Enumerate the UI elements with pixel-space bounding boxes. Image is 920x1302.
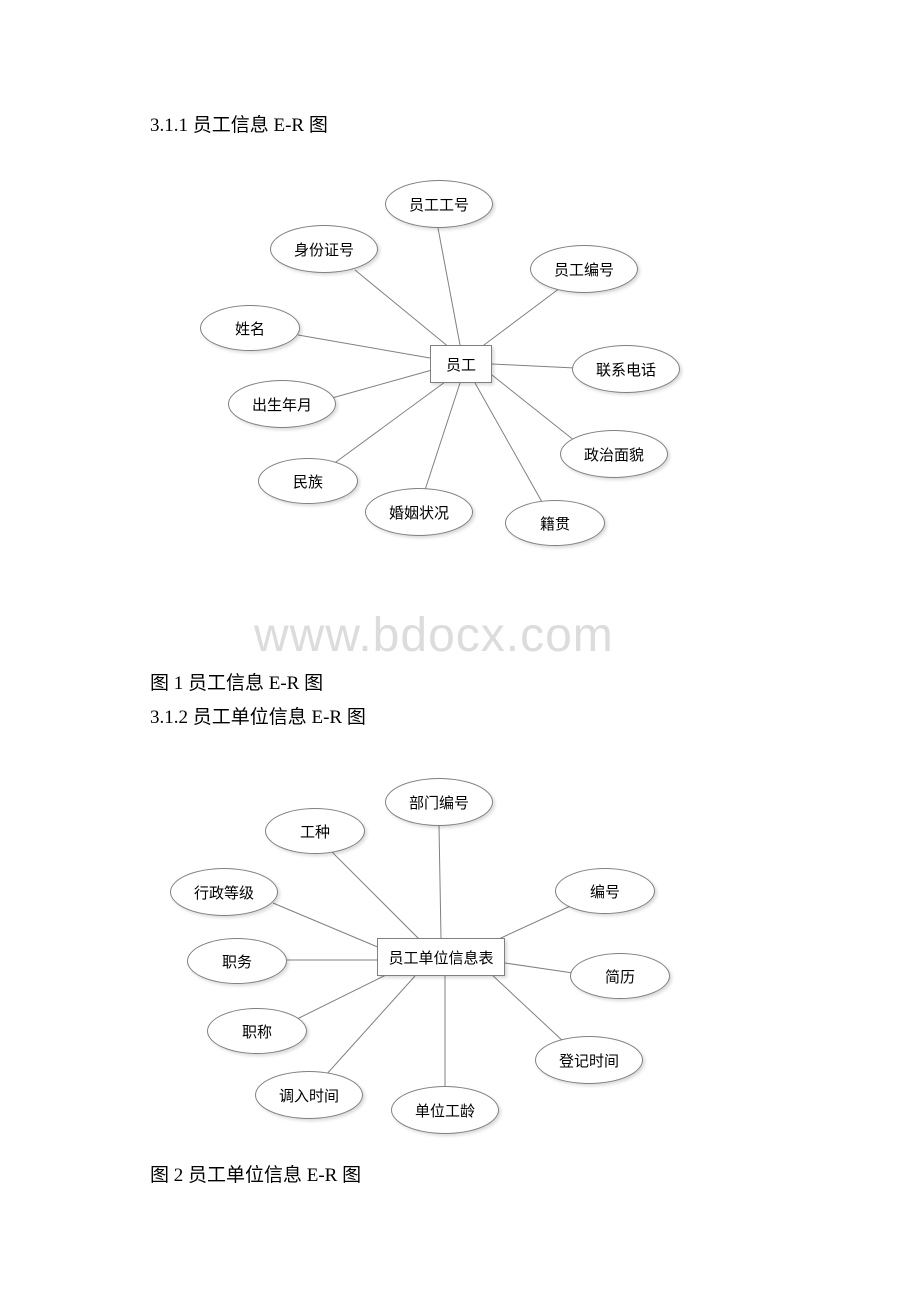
er-attribute: 员工工号 [385, 180, 493, 228]
er-attribute: 职务 [187, 938, 287, 984]
figure-caption-2: 图 2 员工单位信息 E-R 图 [150, 1160, 361, 1187]
section-heading-2: 3.1.2 员工单位信息 E-R 图 [150, 702, 366, 729]
er-diagram-employee-unit: 部门编号工种行政等级职务职称调入时间单位工龄登记时间 简历 编号员工单位信息表 [145, 768, 745, 1148]
er-entity: 员工 [430, 345, 492, 383]
er-attribute: 调入时间 [255, 1071, 363, 1119]
er-attribute: 员工编号 [530, 245, 638, 293]
er-attribute: 工种 [265, 808, 365, 854]
er-attribute: 职称 [207, 1008, 307, 1054]
er-attribute: 登记时间 [535, 1036, 643, 1084]
section-heading-1: 3.1.1 员工信息 E-R 图 [150, 110, 328, 137]
er-attribute: 政治面貌 [560, 430, 668, 478]
er-attribute: 单位工龄 [391, 1086, 499, 1134]
er-attribute: 身份证号 [270, 225, 378, 273]
er-attribute: 婚姻状况 [365, 488, 473, 536]
er-entity: 员工单位信息表 [377, 938, 505, 976]
er-attribute: 联系电话 [572, 345, 680, 393]
er-attribute: 行政等级 [170, 868, 278, 916]
er-diagram-employee: 员工工号身份证号姓名出生年月民族婚姻状况籍贯 政治面貌 联系电话 员工编号员工 [160, 170, 760, 570]
er-attribute: 籍贯 [505, 500, 605, 546]
er-attribute: 出生年月 [228, 380, 336, 428]
figure-caption-1: 图 1 员工信息 E-R 图 [150, 668, 323, 695]
er-attribute: 民族 [258, 458, 358, 504]
er-attribute: 简历 [570, 953, 670, 999]
watermark-text: www.bdocx.com [254, 608, 614, 663]
er-attribute: 部门编号 [385, 778, 493, 826]
er-attribute: 编号 [555, 868, 655, 914]
er-attribute: 姓名 [200, 305, 300, 351]
